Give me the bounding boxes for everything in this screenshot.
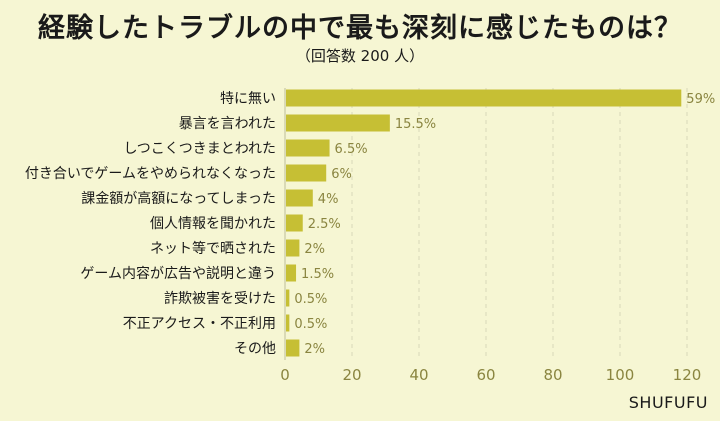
data-label: 4% bbox=[318, 192, 339, 207]
data-label: 6.5% bbox=[335, 142, 368, 157]
category-label: 特に無い bbox=[220, 91, 276, 107]
chart-subtitle: （回答数 200 人） bbox=[295, 47, 425, 65]
data-label: 0.5% bbox=[294, 292, 327, 307]
bar bbox=[286, 139, 330, 157]
category-label: 個人情報を聞かれた bbox=[150, 216, 276, 232]
category-label: 付き合いでゲームをやめられなくなった bbox=[25, 166, 276, 182]
chart-title: 経験したトラブルの中で最も深刻に感じたものは？ bbox=[38, 13, 682, 44]
data-label: 0.5% bbox=[294, 317, 327, 332]
bar bbox=[286, 264, 297, 282]
category-label: 暴言を言われた bbox=[179, 116, 276, 132]
category-label: 詐欺被害を受けた bbox=[164, 291, 276, 307]
x-tick-label: 40 bbox=[409, 366, 428, 384]
source-credit: SHUFUFU bbox=[628, 393, 708, 412]
data-label: 59% bbox=[686, 92, 715, 107]
bar bbox=[286, 214, 303, 232]
bar bbox=[286, 189, 313, 207]
data-label: 1.5% bbox=[301, 267, 334, 282]
category-label: しつこくつきまとわれた bbox=[124, 141, 276, 157]
category-label: ネット等で晒された bbox=[150, 240, 276, 257]
category-label: ゲーム内容が広告や説明と違う bbox=[80, 265, 276, 282]
x-tick-label: 80 bbox=[543, 366, 562, 384]
category-label: その他 bbox=[234, 341, 276, 357]
x-tick-label: 60 bbox=[476, 366, 495, 384]
x-tick-label: 0 bbox=[280, 366, 290, 384]
bar bbox=[286, 114, 390, 132]
data-label: 6% bbox=[331, 167, 352, 182]
bar bbox=[286, 164, 327, 182]
category-label: 不正アクセス・不正利用 bbox=[123, 316, 276, 332]
data-label: 2% bbox=[304, 242, 325, 257]
x-tick-label: 20 bbox=[342, 366, 361, 384]
bar bbox=[286, 89, 682, 107]
category-label: 課金額が高額になってしまった bbox=[81, 190, 276, 207]
bar bbox=[286, 339, 300, 357]
data-label: 15.5% bbox=[395, 117, 436, 132]
bar bbox=[286, 239, 300, 257]
data-label: 2.5% bbox=[308, 217, 341, 232]
bar bbox=[286, 289, 290, 307]
x-tick-label: 100 bbox=[606, 366, 635, 384]
bar bbox=[286, 314, 290, 332]
x-tick-label: 120 bbox=[673, 366, 702, 384]
data-label: 2% bbox=[304, 342, 325, 357]
